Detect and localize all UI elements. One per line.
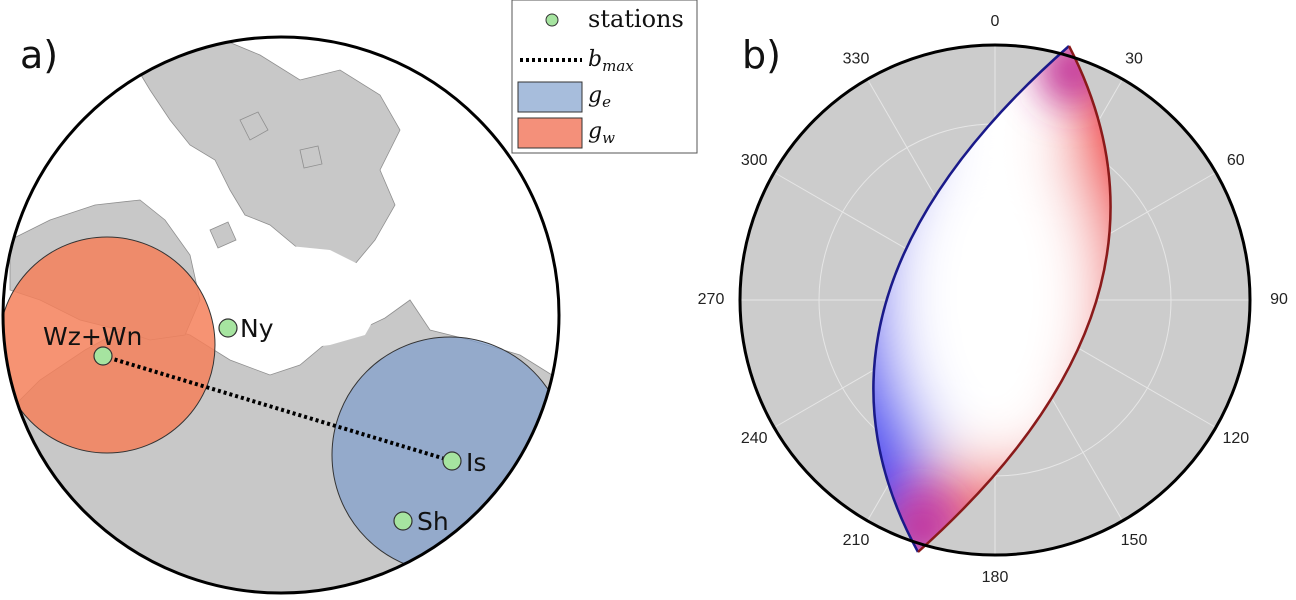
angle-label-330: 330 [843,50,870,67]
lens-red-edge [917,45,1112,553]
station-label-ny: Ny [240,314,274,343]
legend-station-marker [545,13,559,27]
arctic-ocean [225,245,385,350]
legend: stations bmax ge gw [511,0,698,154]
angle-labels: 0 30 60 90 120 150 180 210 240 270 300 3… [698,13,1288,586]
station-wz-wn[interactable]: Wz+Wn [43,322,142,366]
angle-label-0: 0 [991,13,1000,30]
station-sh[interactable]: Sh [393,507,449,536]
globe-outline [1,35,561,595]
island-1 [239,111,269,141]
island-2 [299,145,323,169]
legend-ge-label: ge [588,83,611,111]
gw-region [3,236,216,454]
angle-label-30: 30 [1125,50,1143,67]
angle-label-60: 60 [1227,152,1245,169]
legend-ge-sub: e [602,93,611,111]
lens-white-core [885,115,1105,475]
station-label-wz-wn: Wz+Wn [43,322,142,351]
legend-gw-label: gw [588,119,615,147]
angle-label-90: 90 [1270,291,1288,308]
angle-label-210: 210 [843,532,870,549]
panel-a-label: a) [20,33,58,77]
legend-item-gw: gw [517,117,615,149]
legend-item-bmax: bmax [520,47,634,75]
legend-gw-base: g [588,119,602,144]
legend-bmax-label: bmax [588,47,634,75]
legend-ge-base: g [588,83,602,108]
legend-gw-swatch [517,117,583,149]
station-label-sh: Sh [417,507,449,536]
polar-outline [738,43,1252,557]
legend-bmax-sub: max [602,57,634,75]
legend-stations-label: stations [588,5,684,33]
angle-label-240: 240 [741,430,768,447]
angle-label-150: 150 [1121,532,1148,549]
station-ny[interactable]: Ny [218,314,274,343]
angle-label-180: 180 [982,569,1009,586]
angle-label-270: 270 [698,291,725,308]
station-is[interactable]: Is [442,448,486,477]
legend-item-stations: stations [545,5,684,33]
station-label-is: Is [466,448,486,477]
panel-b-label: b) [742,33,781,77]
polar-plot: 0 30 60 90 120 150 180 210 240 270 300 3… [698,13,1288,586]
legend-item-ge: ge [517,81,611,113]
lens-blue-edge [872,45,1070,553]
legend-bmax-base: b [588,47,602,72]
angle-label-120: 120 [1222,430,1249,447]
legend-ge-swatch [517,81,583,113]
bmax-baseline [102,354,453,463]
legend-gw-sub: w [602,129,615,147]
island-3 [209,221,237,249]
globe-map: Wz+Wn Ny Is Sh [1,35,561,595]
angle-label-300: 300 [741,152,768,169]
